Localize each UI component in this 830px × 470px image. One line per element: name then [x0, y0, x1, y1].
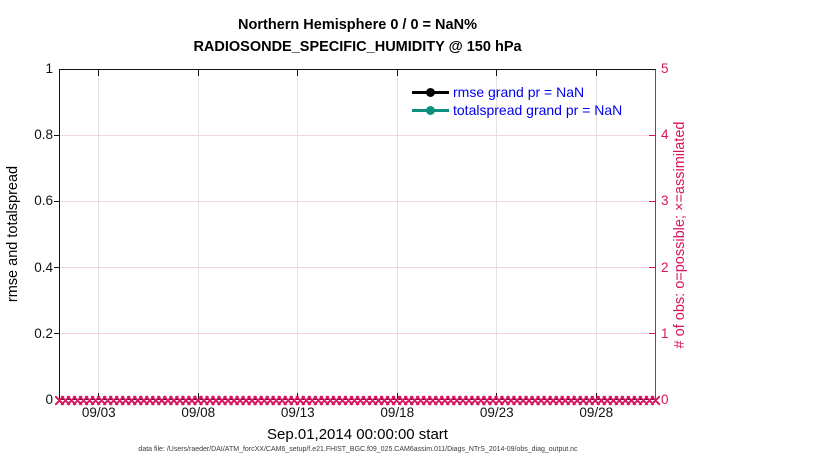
y-tick-mark-left	[54, 134, 59, 136]
y-tick-mark-left	[54, 333, 59, 335]
left-y-tick-label: 1	[45, 61, 53, 76]
x-tick-label: 09/03	[81, 405, 116, 420]
legend: rmse grand pr = NaN totalspread grand pr…	[412, 83, 622, 119]
totalspread-line-sample	[412, 105, 449, 115]
left-y-tick-label: 0.2	[34, 325, 53, 341]
x-gridline	[197, 69, 199, 400]
x-gridline	[297, 69, 299, 400]
rmse-line-sample	[412, 87, 449, 97]
legend-label-rmse: rmse grand pr = NaN	[453, 84, 585, 100]
plot-title: Northern Hemisphere 0 / 0 = NaN% RADIOSO…	[59, 14, 656, 59]
right-y-tick-label: 5	[661, 61, 669, 76]
x-tick-label: 09/08	[181, 405, 216, 420]
y-gridline	[59, 267, 656, 269]
x-tick-label: 09/18	[380, 405, 415, 420]
x-gridline	[595, 69, 597, 400]
x-gridline	[396, 69, 398, 400]
y-gridline	[59, 333, 656, 335]
plot-frame	[59, 69, 656, 400]
y-tick-mark-right	[649, 333, 656, 335]
rmse-dot-icon	[426, 87, 435, 97]
x-tick-mark-top	[595, 69, 597, 76]
left-y-tick-label: 0	[45, 392, 53, 407]
right-y-tick-label: 2	[661, 259, 669, 275]
x-tick-mark-bottom	[595, 393, 597, 400]
x-tick-label: 09/28	[579, 405, 614, 420]
x-tick-mark-top	[396, 69, 398, 76]
legend-row-rmse: rmse grand pr = NaN	[412, 83, 622, 101]
x-tick-mark-bottom	[396, 393, 398, 400]
x-tick-label: 09/13	[280, 405, 315, 420]
obs-assimilated-marker-band	[55, 395, 661, 406]
right-y-tick-label: 0	[661, 392, 669, 407]
x-axis-label: Sep.01,2014 00:00:00 start	[267, 426, 448, 443]
totalspread-dot-icon	[426, 105, 435, 115]
y-tick-mark-right	[649, 134, 656, 136]
y-tick-mark-right	[649, 267, 656, 269]
right-y-axis-label: # of obs: o=possible; ×=assimilated	[672, 121, 688, 349]
right-y-tick-label: 1	[661, 325, 669, 341]
x-tick-mark-top	[496, 69, 498, 76]
title-line-2: RADIOSONDE_SPECIFIC_HUMIDITY @ 150 hPa	[193, 39, 522, 56]
x-tick-label: 09/23	[479, 405, 514, 420]
data-file-footnote: data file: /Users/raeder/DAI/ATM_forcXX/…	[138, 446, 578, 453]
x-gridline	[98, 69, 100, 400]
y-gridline	[59, 134, 656, 136]
y-tick-mark-left	[54, 267, 59, 269]
left-y-tick-label: 0.4	[34, 259, 53, 275]
x-gridline	[496, 69, 498, 400]
title-line-1: Northern Hemisphere 0 / 0 = NaN%	[238, 17, 477, 33]
left-y-tick-label: 0.8	[34, 127, 53, 143]
y-gridline	[59, 200, 656, 202]
legend-row-totalspread: totalspread grand pr = NaN	[412, 101, 622, 119]
y-tick-mark-left	[54, 200, 59, 202]
left-y-axis-label: rmse and totalspread	[5, 165, 21, 303]
x-tick-mark-top	[297, 69, 299, 76]
right-y-tick-label: 4	[661, 127, 669, 143]
y-tick-mark-right	[649, 200, 656, 202]
left-y-tick-label: 0.6	[34, 193, 53, 209]
x-tick-mark-bottom	[197, 393, 199, 400]
x-tick-mark-top	[98, 69, 100, 76]
right-y-tick-label: 3	[661, 193, 669, 209]
x-marker-glyphs	[55, 395, 661, 406]
x-tick-mark-top	[197, 69, 199, 76]
legend-label-totalspread: totalspread grand pr = NaN	[453, 102, 623, 118]
